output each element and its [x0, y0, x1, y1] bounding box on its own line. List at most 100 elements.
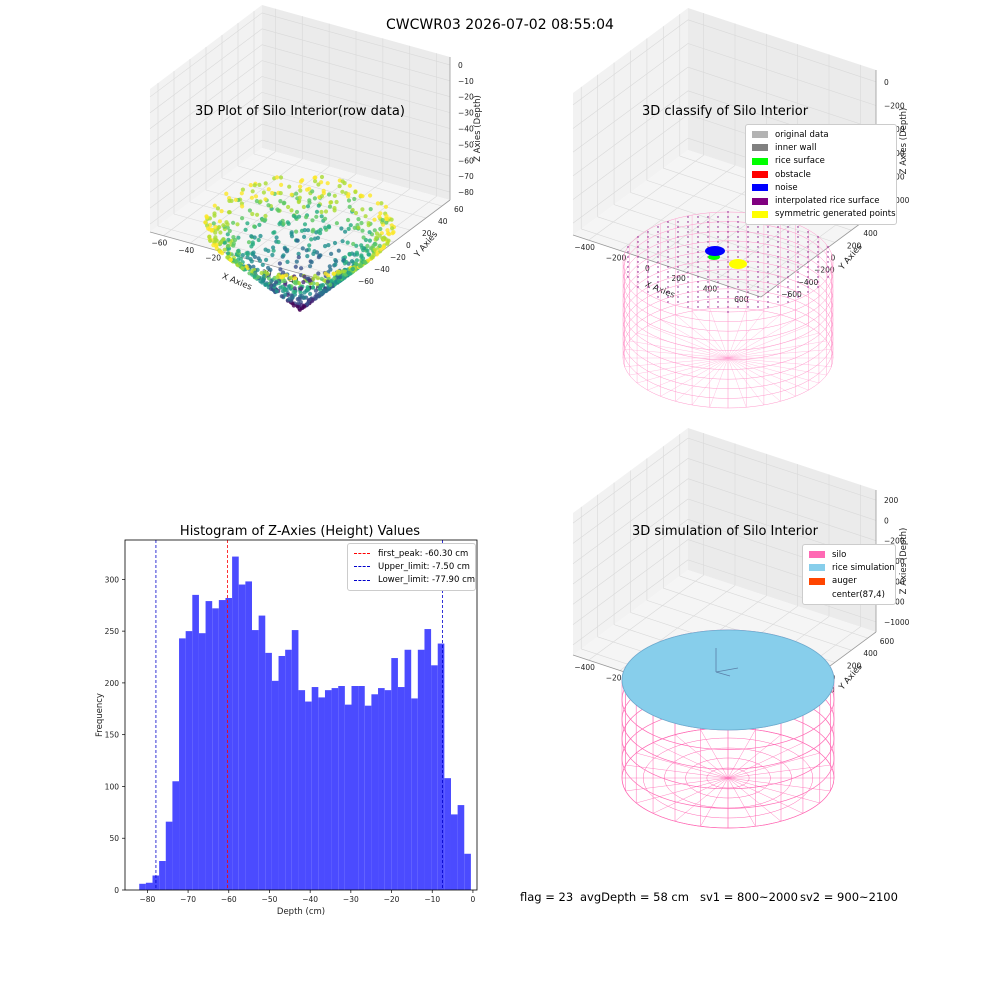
plot2-interpolated-point	[817, 246, 819, 248]
histogram-ylabel: Frequency	[95, 693, 105, 737]
plot1-point	[258, 233, 263, 239]
plot1-point	[315, 235, 321, 240]
plot2-interpolated-point	[667, 266, 669, 268]
plot1-point	[318, 227, 323, 232]
legend-label: Lower_limit: -77.90 cm	[378, 575, 476, 586]
plot1-point	[219, 209, 224, 214]
plot2-interpolated-point	[757, 286, 759, 288]
plot2-title: 3D classify of Silo Interior	[641, 104, 809, 119]
plot2-interpolated-point	[727, 211, 729, 213]
plot1-point	[250, 189, 255, 194]
plot1-ytick: −40	[374, 265, 390, 274]
plot2-interpolated-point	[697, 301, 699, 303]
plot2-interpolated-point	[697, 286, 699, 288]
plot1-point	[372, 228, 377, 233]
plot1-point	[292, 280, 297, 285]
plot4-silo-floor-line	[652, 777, 729, 814]
plot1-point	[273, 280, 279, 285]
plot2-interpolated-point	[657, 286, 659, 288]
plot1-point	[282, 278, 287, 284]
plot2-interpolated-point	[787, 231, 789, 233]
plot2-interpolated-point	[637, 251, 639, 253]
plot1-point	[332, 193, 337, 198]
plot2-interpolated-point	[647, 276, 649, 278]
plot2-interpolated-point	[687, 236, 689, 238]
plot1-point	[252, 183, 257, 188]
plot1-point	[333, 262, 338, 267]
histogram-xtick: −20	[384, 895, 400, 904]
plot1-point	[245, 255, 250, 260]
plot1-point	[372, 247, 377, 252]
plot2-interpolated-point	[827, 276, 829, 278]
plot1-point	[296, 251, 301, 256]
plot3-title: Histogram of Z-Axies (Height) Values	[179, 524, 421, 539]
plot4-silo-floor-line	[700, 777, 729, 827]
plot1-point	[307, 278, 312, 283]
plot1-point	[275, 274, 280, 280]
plot1-grid-z	[149, 123, 263, 209]
plot1-point	[345, 240, 350, 245]
histogram-bar	[364, 705, 372, 890]
plot1-point	[293, 289, 298, 294]
plot1-point	[305, 204, 311, 209]
legend-label: rice simulation	[832, 562, 895, 573]
plot1-point	[313, 288, 318, 293]
plot2-interpolated-point	[727, 221, 729, 223]
plot2-interpolated-point	[677, 291, 679, 293]
plot1-point	[217, 249, 222, 254]
plot1-point	[225, 251, 231, 256]
plot1-point	[298, 179, 304, 184]
plot2-interpolated-point	[807, 246, 809, 248]
plot2-interpolated-point	[677, 246, 679, 248]
plot1-point	[274, 235, 279, 240]
plot2-interpolated-point	[797, 241, 799, 243]
plot2-interpolated-point	[827, 271, 829, 273]
plot2-interpolated-point	[637, 281, 639, 283]
classify-legend: original data inner wall rice surface obsta…	[745, 124, 897, 226]
plot2-interpolated-point	[767, 286, 769, 288]
legend-entry: auger	[809, 575, 889, 588]
plot1-point	[248, 183, 253, 188]
plot2-silo-floor-line	[727, 357, 827, 376]
plot2-interpolated-point	[747, 236, 749, 238]
plot4-ytick: 400	[863, 649, 878, 658]
plot2-interpolated-point	[707, 276, 709, 278]
histogram-bar	[331, 688, 339, 890]
plot4-silo-floor-line	[636, 777, 729, 804]
plot1-point	[218, 230, 223, 235]
plot2-interpolated-point	[727, 231, 729, 233]
plot2-interpolated-point	[797, 276, 799, 278]
plot4-auger	[715, 667, 739, 673]
plot1-point	[260, 217, 265, 222]
histogram-bar	[165, 821, 173, 890]
plot2-interpolated-point	[687, 291, 689, 293]
plot2-interpolated-point	[697, 216, 699, 218]
plot2-interpolated-point	[777, 301, 779, 303]
plot2-interpolated-point	[787, 276, 789, 278]
plot2-interpolated-point	[687, 281, 689, 283]
plot1-grid-z	[261, 12, 451, 66]
plot2-interpolated-point	[707, 221, 709, 223]
legend-entry: first_peak: -60.30 cm	[354, 547, 469, 560]
histogram-bar	[384, 690, 392, 890]
histogram-bar	[391, 658, 398, 890]
plot1-point	[356, 217, 361, 222]
plot1-point	[350, 266, 355, 271]
plot1-point	[271, 245, 276, 250]
plot1-point	[278, 267, 283, 272]
plot2-silo-floor-line	[727, 310, 765, 359]
plot1-point	[290, 295, 295, 300]
plot1-point	[277, 261, 282, 266]
plot1-point	[281, 270, 286, 275]
legend-label: original data	[775, 129, 829, 140]
plot2-interpolated-point	[707, 281, 709, 283]
plot1-point	[312, 196, 317, 201]
plot2-interpolated-point	[737, 221, 739, 223]
legend-swatch	[809, 591, 825, 598]
plot2-interpolated-point	[757, 271, 759, 273]
plot1-point	[372, 217, 377, 222]
plot2-interpolated-point	[787, 226, 789, 228]
plot2-grid-z	[572, 66, 689, 153]
plot2-interpolated-point	[737, 296, 739, 298]
plot1-point	[374, 231, 380, 236]
